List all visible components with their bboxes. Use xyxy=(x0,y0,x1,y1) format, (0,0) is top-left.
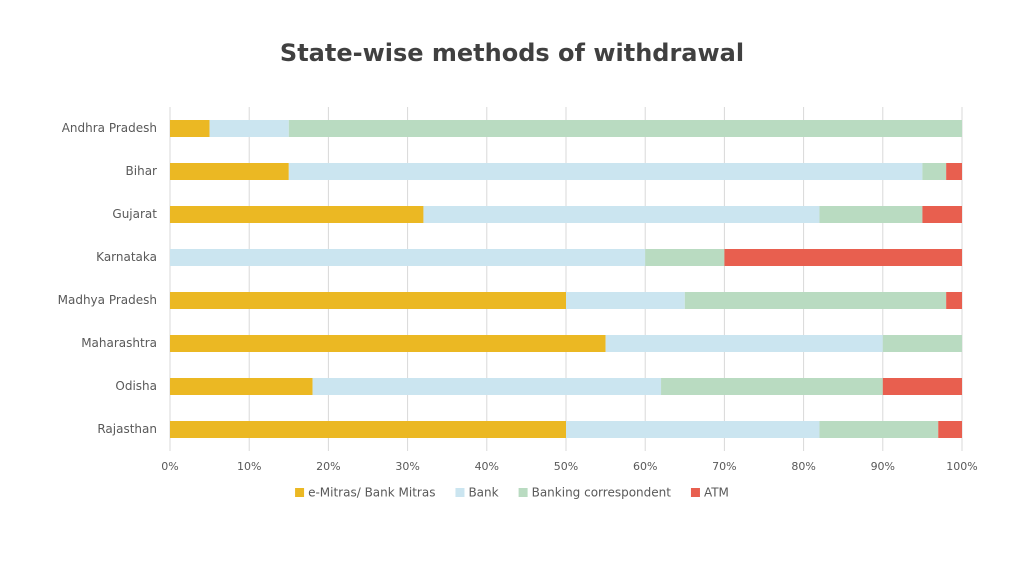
bar-segment xyxy=(288,163,923,180)
legend-label: Banking correspondent xyxy=(532,486,672,500)
bar-segment xyxy=(312,378,662,395)
chart-title: State-wise methods of withdrawal xyxy=(280,39,744,67)
bar-segment xyxy=(288,120,962,137)
bar-segment xyxy=(661,378,883,395)
bar-segment xyxy=(209,120,289,137)
bar-segment xyxy=(170,292,566,309)
bar-segment xyxy=(566,292,685,309)
x-tick-label: 30% xyxy=(395,460,419,473)
bar-segment xyxy=(724,249,962,266)
x-tick-label: 20% xyxy=(316,460,340,473)
bar-segment xyxy=(938,421,962,438)
bar-segment xyxy=(170,421,566,438)
y-tick-label: Andhra Pradesh xyxy=(62,121,157,135)
legend-swatch xyxy=(295,488,305,497)
legend-label: e-Mitras/ Bank Mitras xyxy=(308,486,435,500)
bar-segment xyxy=(566,421,820,438)
x-tick-label: 0% xyxy=(161,460,178,473)
x-tick-label: 100% xyxy=(946,460,977,473)
legend-swatch xyxy=(455,488,465,497)
bar-segment xyxy=(605,335,883,352)
y-tick-label: Bihar xyxy=(126,164,158,178)
bar-segment xyxy=(423,206,820,223)
bar-segment xyxy=(170,206,424,223)
bar-segment xyxy=(170,163,289,180)
y-tick-label: Maharashtra xyxy=(81,336,157,350)
x-tick-label: 40% xyxy=(475,460,499,473)
x-tick-label: 70% xyxy=(712,460,736,473)
bar-segment xyxy=(922,206,962,223)
bar-segment xyxy=(946,163,962,180)
bar-segment xyxy=(922,163,947,180)
bar-segment xyxy=(882,335,962,352)
x-tick-label: 10% xyxy=(237,460,261,473)
bar-segment xyxy=(819,421,939,438)
y-tick-label: Madhya Pradesh xyxy=(58,293,157,307)
x-tick-label: 80% xyxy=(791,460,815,473)
bar-segment xyxy=(170,335,606,352)
y-tick-label: Karnataka xyxy=(96,250,157,264)
bar-segment xyxy=(684,292,947,309)
y-tick-label: Rajasthan xyxy=(97,422,157,436)
legend-swatch xyxy=(518,488,528,497)
legend-label: ATM xyxy=(704,486,729,500)
bar-segment xyxy=(946,292,962,309)
x-tick-label: 60% xyxy=(633,460,657,473)
y-tick-label: Odisha xyxy=(115,379,157,393)
legend-swatch xyxy=(690,488,700,497)
y-tick-label: Gujarat xyxy=(112,207,157,221)
bar-segment xyxy=(882,378,962,395)
bar-segment xyxy=(170,249,646,266)
legend-label: Bank xyxy=(468,486,498,500)
x-tick-label: 50% xyxy=(554,460,578,473)
bar-segment xyxy=(819,206,923,223)
x-tick-label: 90% xyxy=(871,460,895,473)
bar-segment xyxy=(170,120,210,137)
bar-segment xyxy=(645,249,725,266)
bar-segment xyxy=(170,378,313,395)
